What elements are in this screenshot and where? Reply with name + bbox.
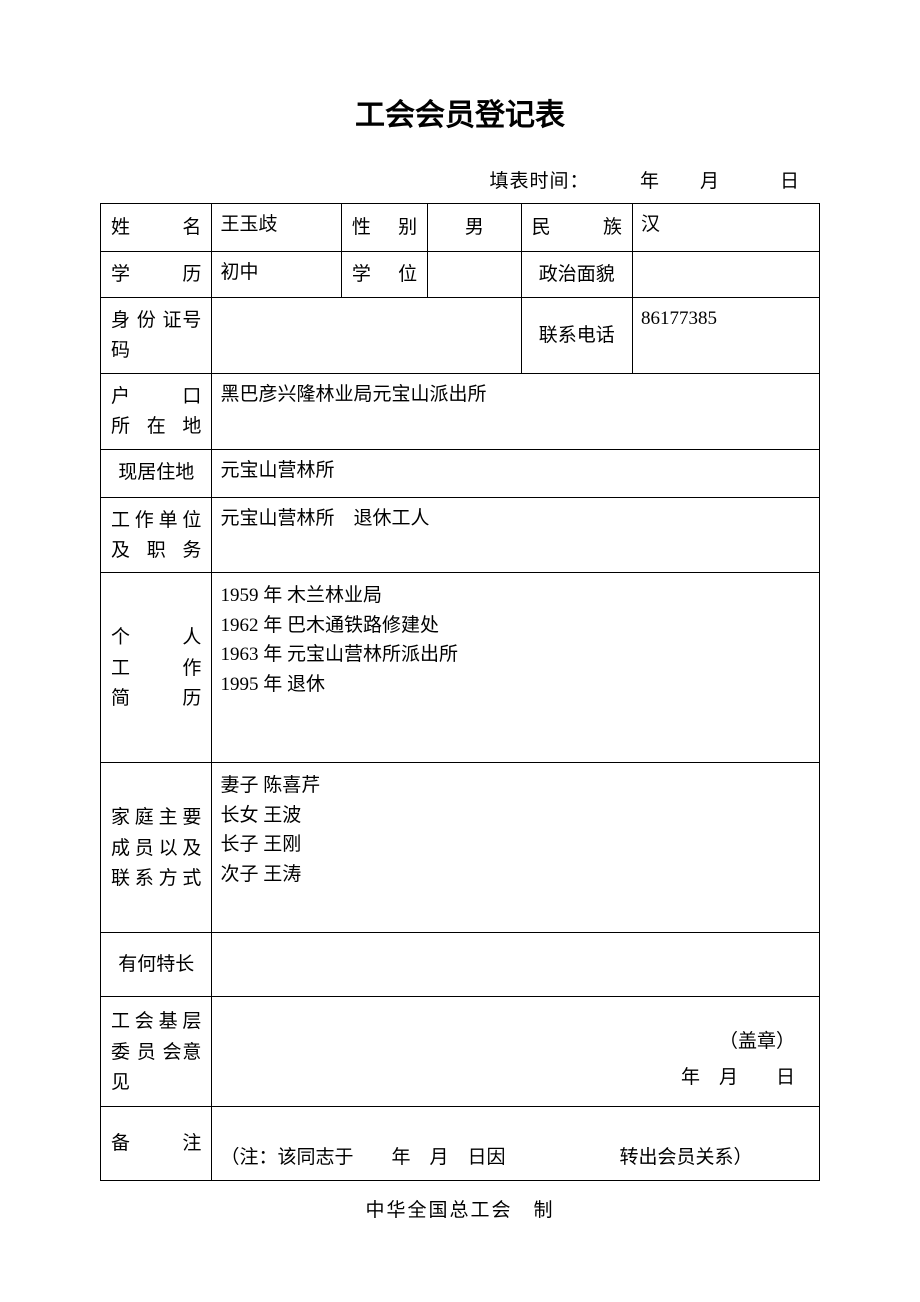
value-work-history: 1959 年 木兰林业局 1962 年 巴木通铁路修建处 1963 年 元宝山营… (212, 573, 820, 763)
value-gender: 男 (428, 204, 521, 252)
value-name: 王玉歧 (212, 204, 341, 252)
value-specialty (212, 933, 820, 997)
value-political (633, 252, 820, 298)
page-title: 工会会员登记表 (100, 90, 820, 134)
value-degree (428, 252, 521, 298)
label-hukou: 户 口所 在 地 (101, 373, 212, 449)
label-degree: 学 位 (341, 252, 427, 298)
value-residence: 元宝山营林所 (212, 449, 820, 497)
registration-table: 姓 名 王玉歧 性 别 男 民 族 汉 学 历 初中 学 位 政治面貌 身 份 … (100, 203, 820, 1181)
value-hukou: 黑巴彦兴隆林业局元宝山派出所 (212, 373, 820, 449)
label-id-number: 身 份 证号 码 (101, 298, 212, 374)
value-id-number (212, 298, 521, 374)
value-committee: （盖章） 年 月 日 (212, 997, 820, 1107)
value-family: 妻子 陈喜芹 长女 王波 长子 王刚 次子 王涛 (212, 763, 820, 933)
label-specialty: 有何特长 (101, 933, 212, 997)
label-residence: 现居住地 (101, 449, 212, 497)
label-political: 政治面貌 (521, 252, 632, 298)
label-gender: 性 别 (341, 204, 427, 252)
value-education: 初中 (212, 252, 341, 298)
value-work-unit: 元宝山营林所 退休工人 (212, 497, 820, 573)
label-ethnicity: 民 族 (521, 204, 632, 252)
label-name: 姓 名 (101, 204, 212, 252)
label-notes: 备 注 (101, 1107, 212, 1181)
label-committee: 工会基层委 员 会意 见 (101, 997, 212, 1107)
value-notes: （注：该同志于 年 月 日因 转出会员关系） (212, 1107, 820, 1181)
value-phone: 86177385 (633, 298, 820, 374)
value-ethnicity: 汉 (633, 204, 820, 252)
label-phone: 联系电话 (521, 298, 632, 374)
label-work-history: 个 人工 作简 历 (101, 573, 212, 763)
label-education: 学 历 (101, 252, 212, 298)
label-family: 家庭主要成员以及联系方式 (101, 763, 212, 933)
label-work-unit: 工作单位及 职 务 (101, 497, 212, 573)
fill-date-line: 填表时间： 年 月 日 (100, 166, 820, 193)
footer-text: 中华全国总工会 制 (100, 1195, 820, 1222)
